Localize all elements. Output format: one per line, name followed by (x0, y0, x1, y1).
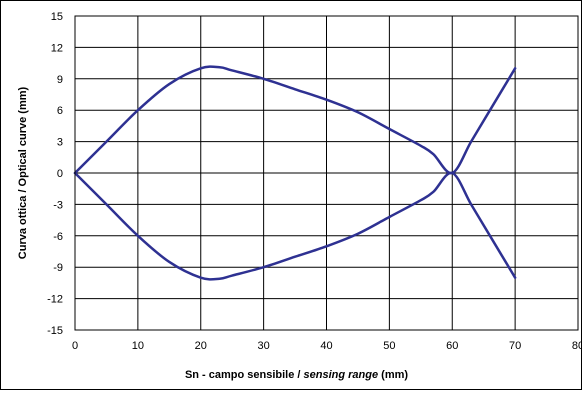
x-tick-label: 80 (572, 340, 582, 352)
x-tick-label: 60 (446, 340, 458, 352)
x-tick-label: 30 (258, 340, 270, 352)
x-tick-label: 10 (132, 340, 144, 352)
y-tick-label: 6 (57, 105, 63, 117)
plot-area-border (74, 15, 579, 331)
y-tick-label: 15 (51, 11, 63, 23)
lower-curve-line (73, 171, 517, 281)
x-tick-label: 0 (72, 340, 78, 352)
y-tick-label: -6 (53, 231, 63, 243)
y-tick-label: -12 (47, 294, 63, 306)
upper-curve-line (73, 65, 517, 175)
y-axis-title: Curva ottica / Optical curve (mm) (17, 86, 29, 259)
x-axis-title: Sn - campo sensibile / sensing range (mm… (185, 369, 408, 381)
x-tick-label: 70 (509, 340, 521, 352)
y-tick-label: 3 (57, 137, 63, 149)
grid (74, 15, 579, 331)
series-lines (73, 65, 517, 281)
y-tick-label: -3 (53, 199, 63, 211)
x-tick-label: 20 (195, 340, 207, 352)
y-tick-label: 0 (57, 168, 63, 180)
x-tick-label: 40 (320, 340, 332, 352)
x-tick-label: 50 (383, 340, 395, 352)
y-tick-label: -9 (53, 262, 63, 274)
y-tick-label: -15 (47, 325, 63, 337)
y-tick-label: 12 (51, 42, 63, 54)
y-tick-label: 9 (57, 74, 63, 86)
